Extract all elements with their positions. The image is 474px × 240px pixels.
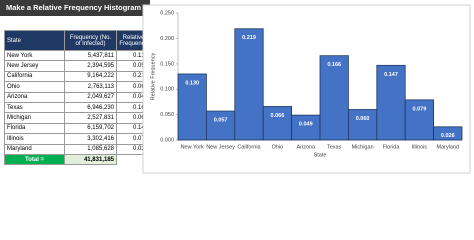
table-row: Arizona 2,049,627 0.049 <box>4 91 151 103</box>
x-tick-label: New York <box>181 144 204 150</box>
data-label: 0.026 <box>441 133 455 139</box>
bar <box>177 73 207 141</box>
x-tick-label: New Jersey <box>206 144 235 150</box>
y-tick-label: 0.250 <box>160 10 174 16</box>
bar <box>433 126 463 141</box>
y-tick-label: 0.150 <box>160 61 174 67</box>
bar <box>291 114 321 141</box>
y-tick-label: 0.000 <box>160 137 174 143</box>
x-axis-label: State <box>314 152 327 158</box>
x-tick-label: Arizona <box>296 144 316 150</box>
chart: 0.000 0.050 0.100 0.150 0.200 0.250 Relative F… <box>142 4 471 174</box>
bar <box>205 110 236 141</box>
x-tick-label: Illinois <box>412 144 428 150</box>
x-tick-label: Maryland <box>436 144 459 150</box>
x-tick-label: Florida <box>383 144 401 150</box>
y-tick-label: 0.100 <box>160 87 174 93</box>
x-tick-label: Michigan <box>352 144 374 150</box>
data-label: 0.060 <box>356 116 370 122</box>
column-header: Relative Frequency <box>116 30 151 51</box>
y-tick-label: 0.200 <box>160 36 174 42</box>
data-label: 0.147 <box>384 72 398 78</box>
data-label: 0.057 <box>214 117 228 123</box>
data-label: 0.219 <box>242 35 256 41</box>
x-tick-label: California <box>237 144 261 150</box>
total-row: Total = 41,831,185 <box>4 153 151 166</box>
y-axis-label: Relative Frequency <box>150 53 156 101</box>
data-label: 0.079 <box>413 106 427 112</box>
data-label: 0.066 <box>271 113 285 119</box>
bar <box>262 106 293 141</box>
bar <box>347 109 378 141</box>
header-row: State Frequency (No. of Infected) Relative… <box>4 30 151 51</box>
bar <box>234 28 264 141</box>
data-label: 0.130 <box>185 80 199 86</box>
page-title: Make a Relative Frequency Histogram <box>0 0 150 16</box>
screen: Make a Relative Frequency Histogram Stat… <box>0 0 471 174</box>
y-tick-label: 0.050 <box>160 112 174 118</box>
column-header: Frequency (No. of Infected) <box>64 30 117 51</box>
bar <box>319 55 349 141</box>
x-tick-label: Texas <box>327 144 342 150</box>
data-label: 0.049 <box>299 122 313 128</box>
data-label: 0.166 <box>327 62 341 68</box>
total-value: 41,831,185 <box>64 153 117 166</box>
bar <box>404 99 435 141</box>
x-tick-label: Ohio <box>272 144 284 150</box>
data-table: State Frequency (No. of Infected) Relative… <box>4 30 151 166</box>
bar <box>376 64 406 141</box>
